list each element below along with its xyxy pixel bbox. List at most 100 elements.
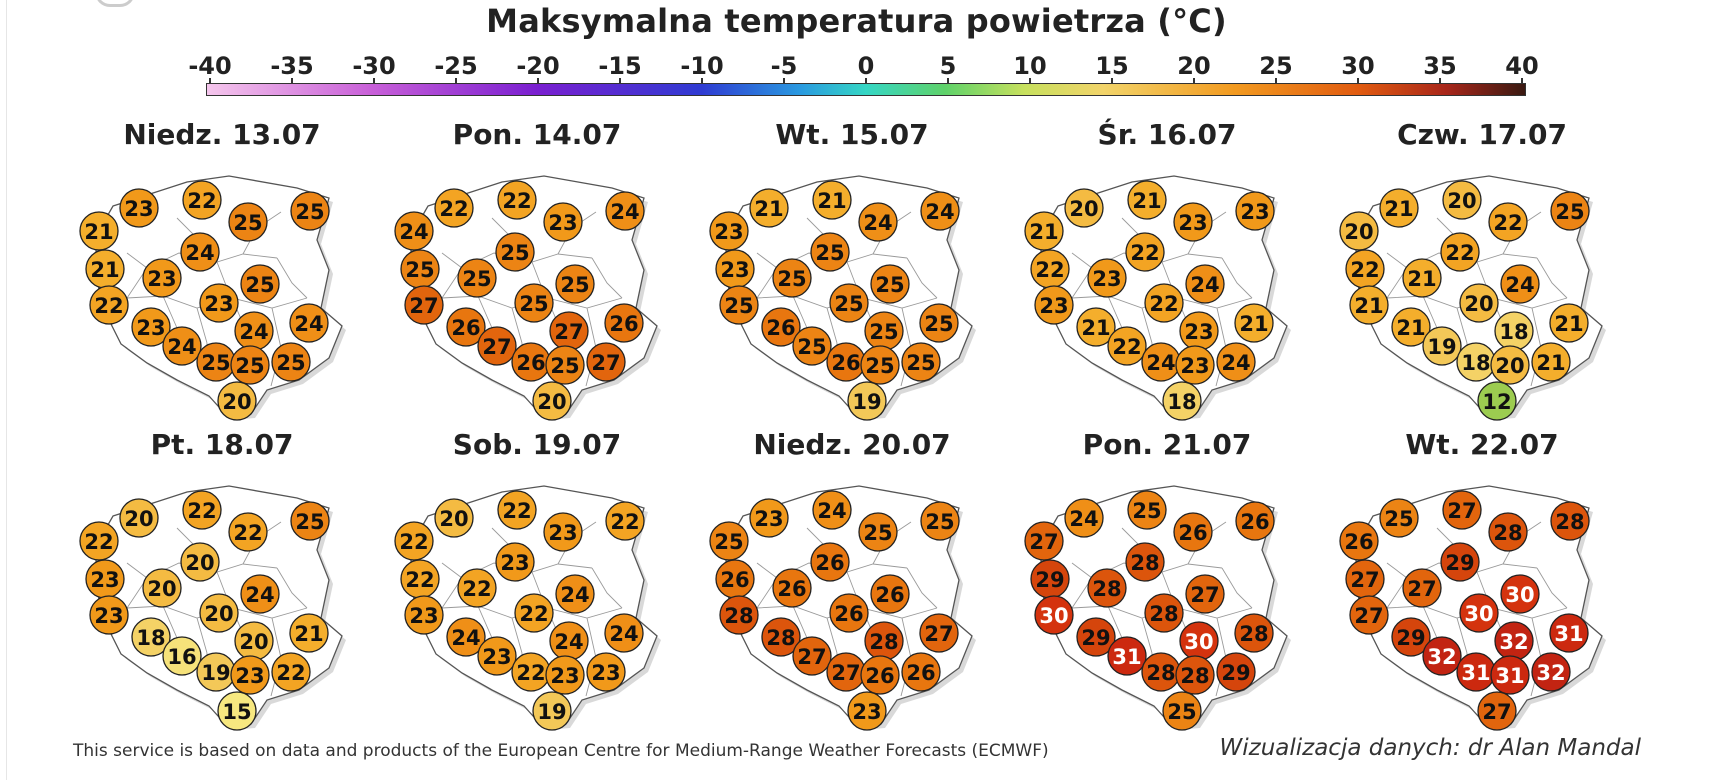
station-temp-label: 29 — [1081, 626, 1110, 650]
station-temp-label: 26 — [865, 664, 894, 688]
station-temp-label: 27 — [482, 335, 511, 359]
station-marker — [404, 595, 444, 635]
station-marker — [1500, 574, 1540, 614]
station-temp-label: 22 — [187, 499, 216, 523]
station-temp-label: 25 — [797, 335, 826, 359]
station-marker — [772, 258, 812, 298]
station-temp-label: 30 — [1464, 602, 1493, 626]
station-marker — [604, 303, 644, 343]
colorbar-tick-mark — [291, 78, 293, 83]
station-marker — [79, 521, 119, 561]
region-border — [591, 567, 623, 609]
station-temp-label: 29 — [1396, 626, 1425, 650]
station-temp-label: 25 — [834, 292, 863, 316]
station-temp-label: 19 — [852, 390, 881, 414]
station-temp-label: 28 — [1493, 521, 1522, 545]
station-temp-label: 25 — [519, 292, 548, 316]
station-temp-label: 23 — [852, 700, 881, 724]
station-temp-label: 25 — [276, 351, 305, 375]
station-temp-label: 26 — [875, 583, 904, 607]
station-marker — [1144, 593, 1184, 633]
station-marker — [1173, 202, 1213, 242]
station-marker — [1107, 636, 1147, 676]
station-marker — [1490, 345, 1530, 385]
station-temp-label: 26 — [815, 551, 844, 575]
station-marker — [1235, 501, 1275, 541]
station-marker — [289, 613, 329, 653]
figure-title: Maksymalna temperatura powietrza (°C) — [486, 2, 1227, 40]
station-marker — [1477, 381, 1517, 421]
day-title: Czw. 17.07 — [1397, 118, 1567, 151]
station-marker — [89, 285, 129, 325]
station-temp-label: 21 — [1396, 316, 1425, 340]
station-temp-label: 28 — [1146, 661, 1175, 685]
station-marker — [761, 617, 801, 657]
station-temp-label: 24 — [554, 630, 583, 654]
station-marker — [434, 188, 474, 228]
station-temp-label: 26 — [609, 312, 638, 336]
station-temp-label: 20 — [1495, 354, 1524, 378]
colorbar-tick-label: 15 — [1095, 52, 1129, 80]
station-temp-label: 19 — [537, 700, 566, 724]
station-marker — [829, 593, 869, 633]
station-temp-label: 25 — [924, 312, 953, 336]
station-temp-label: 21 — [294, 622, 323, 646]
station-marker — [1234, 613, 1274, 653]
station-marker — [1459, 593, 1499, 633]
station-marker — [1442, 490, 1482, 530]
station-marker — [1440, 232, 1480, 272]
colorbar-tick-label: 40 — [1505, 52, 1539, 80]
station-temp-label: 23 — [1184, 320, 1213, 344]
station-temp-label: 23 — [548, 211, 577, 235]
station-marker — [860, 345, 900, 385]
colorbar-tick-mark — [701, 78, 703, 83]
station-temp-label: 25 — [245, 273, 274, 297]
station-temp-label: 28 — [1130, 551, 1159, 575]
colorbar-tick-label: -30 — [352, 52, 396, 80]
station-temp-label: 25 — [777, 267, 806, 291]
station-marker — [1391, 617, 1431, 657]
station-temp-label: 30 — [1505, 583, 1534, 607]
day-panel: Śr. 16.07 20 21 23 21 22 23 22 23 24 23 22 21 21 22 23 2… — [1012, 118, 1322, 423]
station-marker — [772, 568, 812, 608]
station-temp-label: 23 — [550, 664, 579, 688]
station-temp-label: 25 — [295, 200, 324, 224]
station-temp-label: 21 — [84, 220, 113, 244]
station-temp-label: 27 — [1354, 604, 1383, 628]
station-marker — [180, 542, 220, 582]
station-marker — [1216, 342, 1256, 382]
station-temp-label: 25 — [925, 510, 954, 534]
station-temp-label: 25 — [863, 521, 892, 545]
station-temp-label: 32 — [1427, 645, 1456, 669]
station-temp-label: 22 — [502, 499, 531, 523]
region-border — [1536, 567, 1568, 609]
station-marker — [586, 342, 626, 382]
station-marker — [1235, 191, 1275, 231]
station-temp-label: 26 — [451, 316, 480, 340]
station-marker — [532, 381, 572, 421]
colorbar-tick-mark — [783, 78, 785, 83]
station-temp-label: 21 — [90, 258, 119, 282]
station-temp-label: 18 — [1499, 320, 1528, 344]
station-temp-label: 31 — [1112, 645, 1141, 669]
station-marker — [477, 326, 517, 366]
station-marker — [1500, 264, 1540, 304]
station-marker — [289, 303, 329, 343]
station-marker — [514, 283, 554, 323]
station-marker — [446, 617, 486, 657]
colorbar-tick-label: 0 — [857, 52, 875, 80]
station-temp-label: 22 — [84, 530, 113, 554]
station-temp-label: 25 — [295, 510, 324, 534]
station-temp-label: 23 — [1180, 354, 1209, 378]
station-temp-label: 25 — [1384, 507, 1413, 531]
station-temp-label: 27 — [1447, 499, 1476, 523]
station-marker — [457, 568, 497, 608]
station-marker — [847, 381, 887, 421]
station-temp-label: 31 — [1495, 664, 1524, 688]
station-temp-label: 23 — [548, 521, 577, 545]
colorbar-tick-mark — [1029, 78, 1031, 83]
station-temp-label: 24 — [167, 335, 196, 359]
day-title: Pon. 21.07 — [1082, 428, 1252, 461]
station-temp-label: 21 — [1536, 351, 1565, 375]
